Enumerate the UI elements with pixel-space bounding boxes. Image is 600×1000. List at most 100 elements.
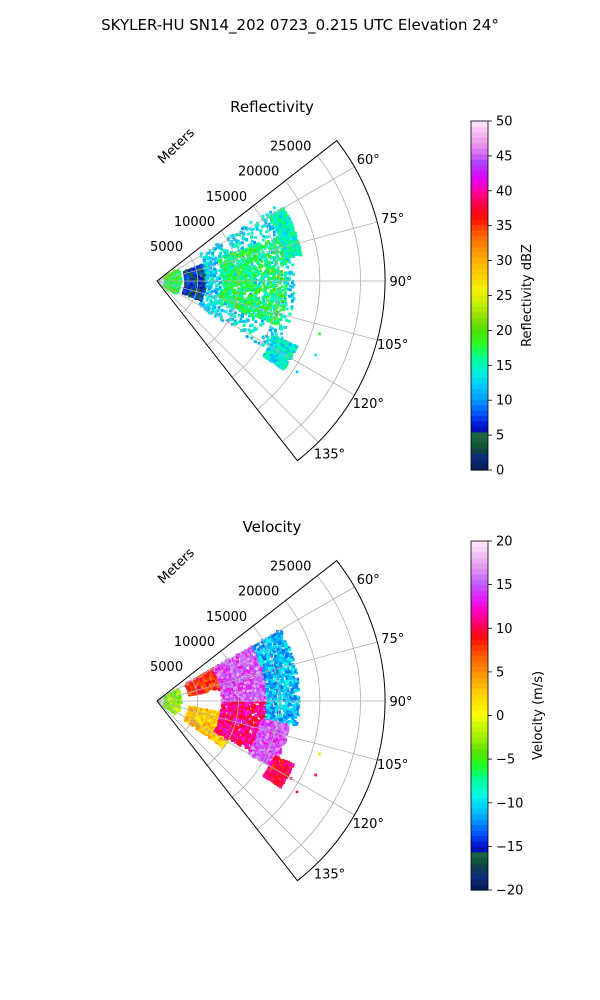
echo-gate	[275, 337, 279, 340]
echo-gate	[250, 280, 254, 284]
echo-gate	[202, 301, 205, 305]
colorbar-segment	[471, 197, 488, 204]
echo-gate	[200, 297, 203, 301]
echo-gate	[220, 268, 224, 272]
echo-gate	[263, 306, 267, 310]
echo-gate	[248, 306, 252, 310]
echo-gate	[249, 309, 253, 313]
echo-gate	[275, 354, 279, 358]
echo-gate	[264, 268, 268, 272]
echo-gate	[205, 263, 209, 267]
echo-gate	[224, 249, 228, 253]
echo-gate	[219, 287, 222, 291]
echo-gate	[187, 291, 191, 295]
echo-gate	[277, 250, 280, 254]
echo-gate	[238, 309, 242, 312]
echo-gate	[292, 350, 296, 353]
echo-gate	[177, 698, 181, 702]
echo-gate	[250, 260, 253, 263]
echo-gate	[218, 301, 221, 304]
echo-gate	[207, 280, 210, 284]
echo-gate	[285, 277, 289, 281]
echo-gate	[191, 278, 194, 282]
colorbar-segment	[471, 213, 488, 220]
echo-gate	[256, 244, 260, 248]
echo-gate	[238, 314, 241, 317]
echo-gate	[199, 252, 203, 255]
echo-gate	[263, 302, 267, 305]
echo-gate	[280, 327, 284, 331]
echo-gate	[241, 308, 245, 312]
echo-gate	[276, 258, 280, 261]
echo-gate	[217, 295, 221, 298]
echo-gate	[257, 312, 261, 316]
echo-gate	[276, 223, 279, 227]
colorbar-segment	[471, 360, 488, 367]
echo-gate	[280, 240, 284, 243]
echo-gate	[247, 311, 250, 315]
colorbar-segment	[471, 404, 488, 411]
echo-gate	[277, 304, 280, 308]
echo-gate	[271, 327, 275, 330]
echo-gate	[214, 677, 218, 680]
echo-gate	[256, 246, 260, 250]
echo-gate	[217, 299, 221, 303]
echo-gate	[206, 673, 210, 677]
echo-gate	[241, 263, 244, 267]
echo-gate	[194, 692, 198, 696]
echo-gate	[250, 251, 253, 255]
echo-gate	[285, 255, 288, 259]
echo-gate	[238, 274, 242, 278]
echo-gate	[226, 292, 230, 296]
echo-gate	[275, 363, 279, 366]
echo-gate	[197, 272, 200, 276]
echo-gate	[288, 219, 292, 223]
echo-gate	[291, 295, 295, 299]
echo-gate	[246, 265, 250, 269]
echo-gate	[224, 275, 227, 279]
echo-gate	[256, 298, 260, 302]
angle-tick-label: 135°	[314, 448, 345, 463]
echo-gate	[285, 349, 288, 353]
echo-gate	[169, 281, 173, 285]
echo-gate	[228, 296, 232, 299]
echo-gate	[286, 231, 289, 235]
colorbar-segment	[471, 224, 488, 231]
echo-gate	[222, 273, 225, 276]
echo-gate	[265, 225, 269, 228]
echo-gate	[175, 699, 179, 702]
echo-gate	[214, 718, 218, 722]
echo-gate	[279, 353, 282, 357]
echo-gate	[266, 315, 270, 319]
echo-gate	[256, 314, 260, 318]
echo-gate	[270, 225, 274, 228]
echo-gate	[188, 685, 192, 689]
echo-gate	[241, 249, 245, 253]
echo-gate	[233, 264, 237, 268]
echo-gate	[270, 244, 274, 248]
echo-gate	[206, 276, 210, 280]
echo-gate	[266, 319, 269, 322]
echo-gate	[286, 280, 289, 284]
echo-gate	[207, 290, 211, 293]
echo-gate	[193, 271, 196, 275]
echo-gate	[204, 676, 208, 680]
echo-gate	[248, 288, 252, 292]
echo-gate	[186, 682, 189, 686]
echo-gate	[238, 255, 242, 259]
echo-gate	[168, 708, 172, 712]
echo-gate	[191, 685, 195, 688]
echo-gate	[278, 213, 282, 216]
echo-gate	[195, 277, 199, 281]
echo-gate	[229, 274, 233, 277]
echo-gate	[271, 291, 275, 295]
echo-gate	[204, 276, 208, 279]
echo-gate	[253, 271, 256, 274]
range-tick-label: 15000	[206, 190, 247, 205]
echo-gate	[209, 260, 213, 264]
echo-gate	[223, 251, 227, 255]
echo-gate	[267, 303, 271, 307]
echo-gate	[219, 300, 223, 304]
echo-gate	[164, 703, 168, 707]
echo-gate	[165, 698, 168, 702]
